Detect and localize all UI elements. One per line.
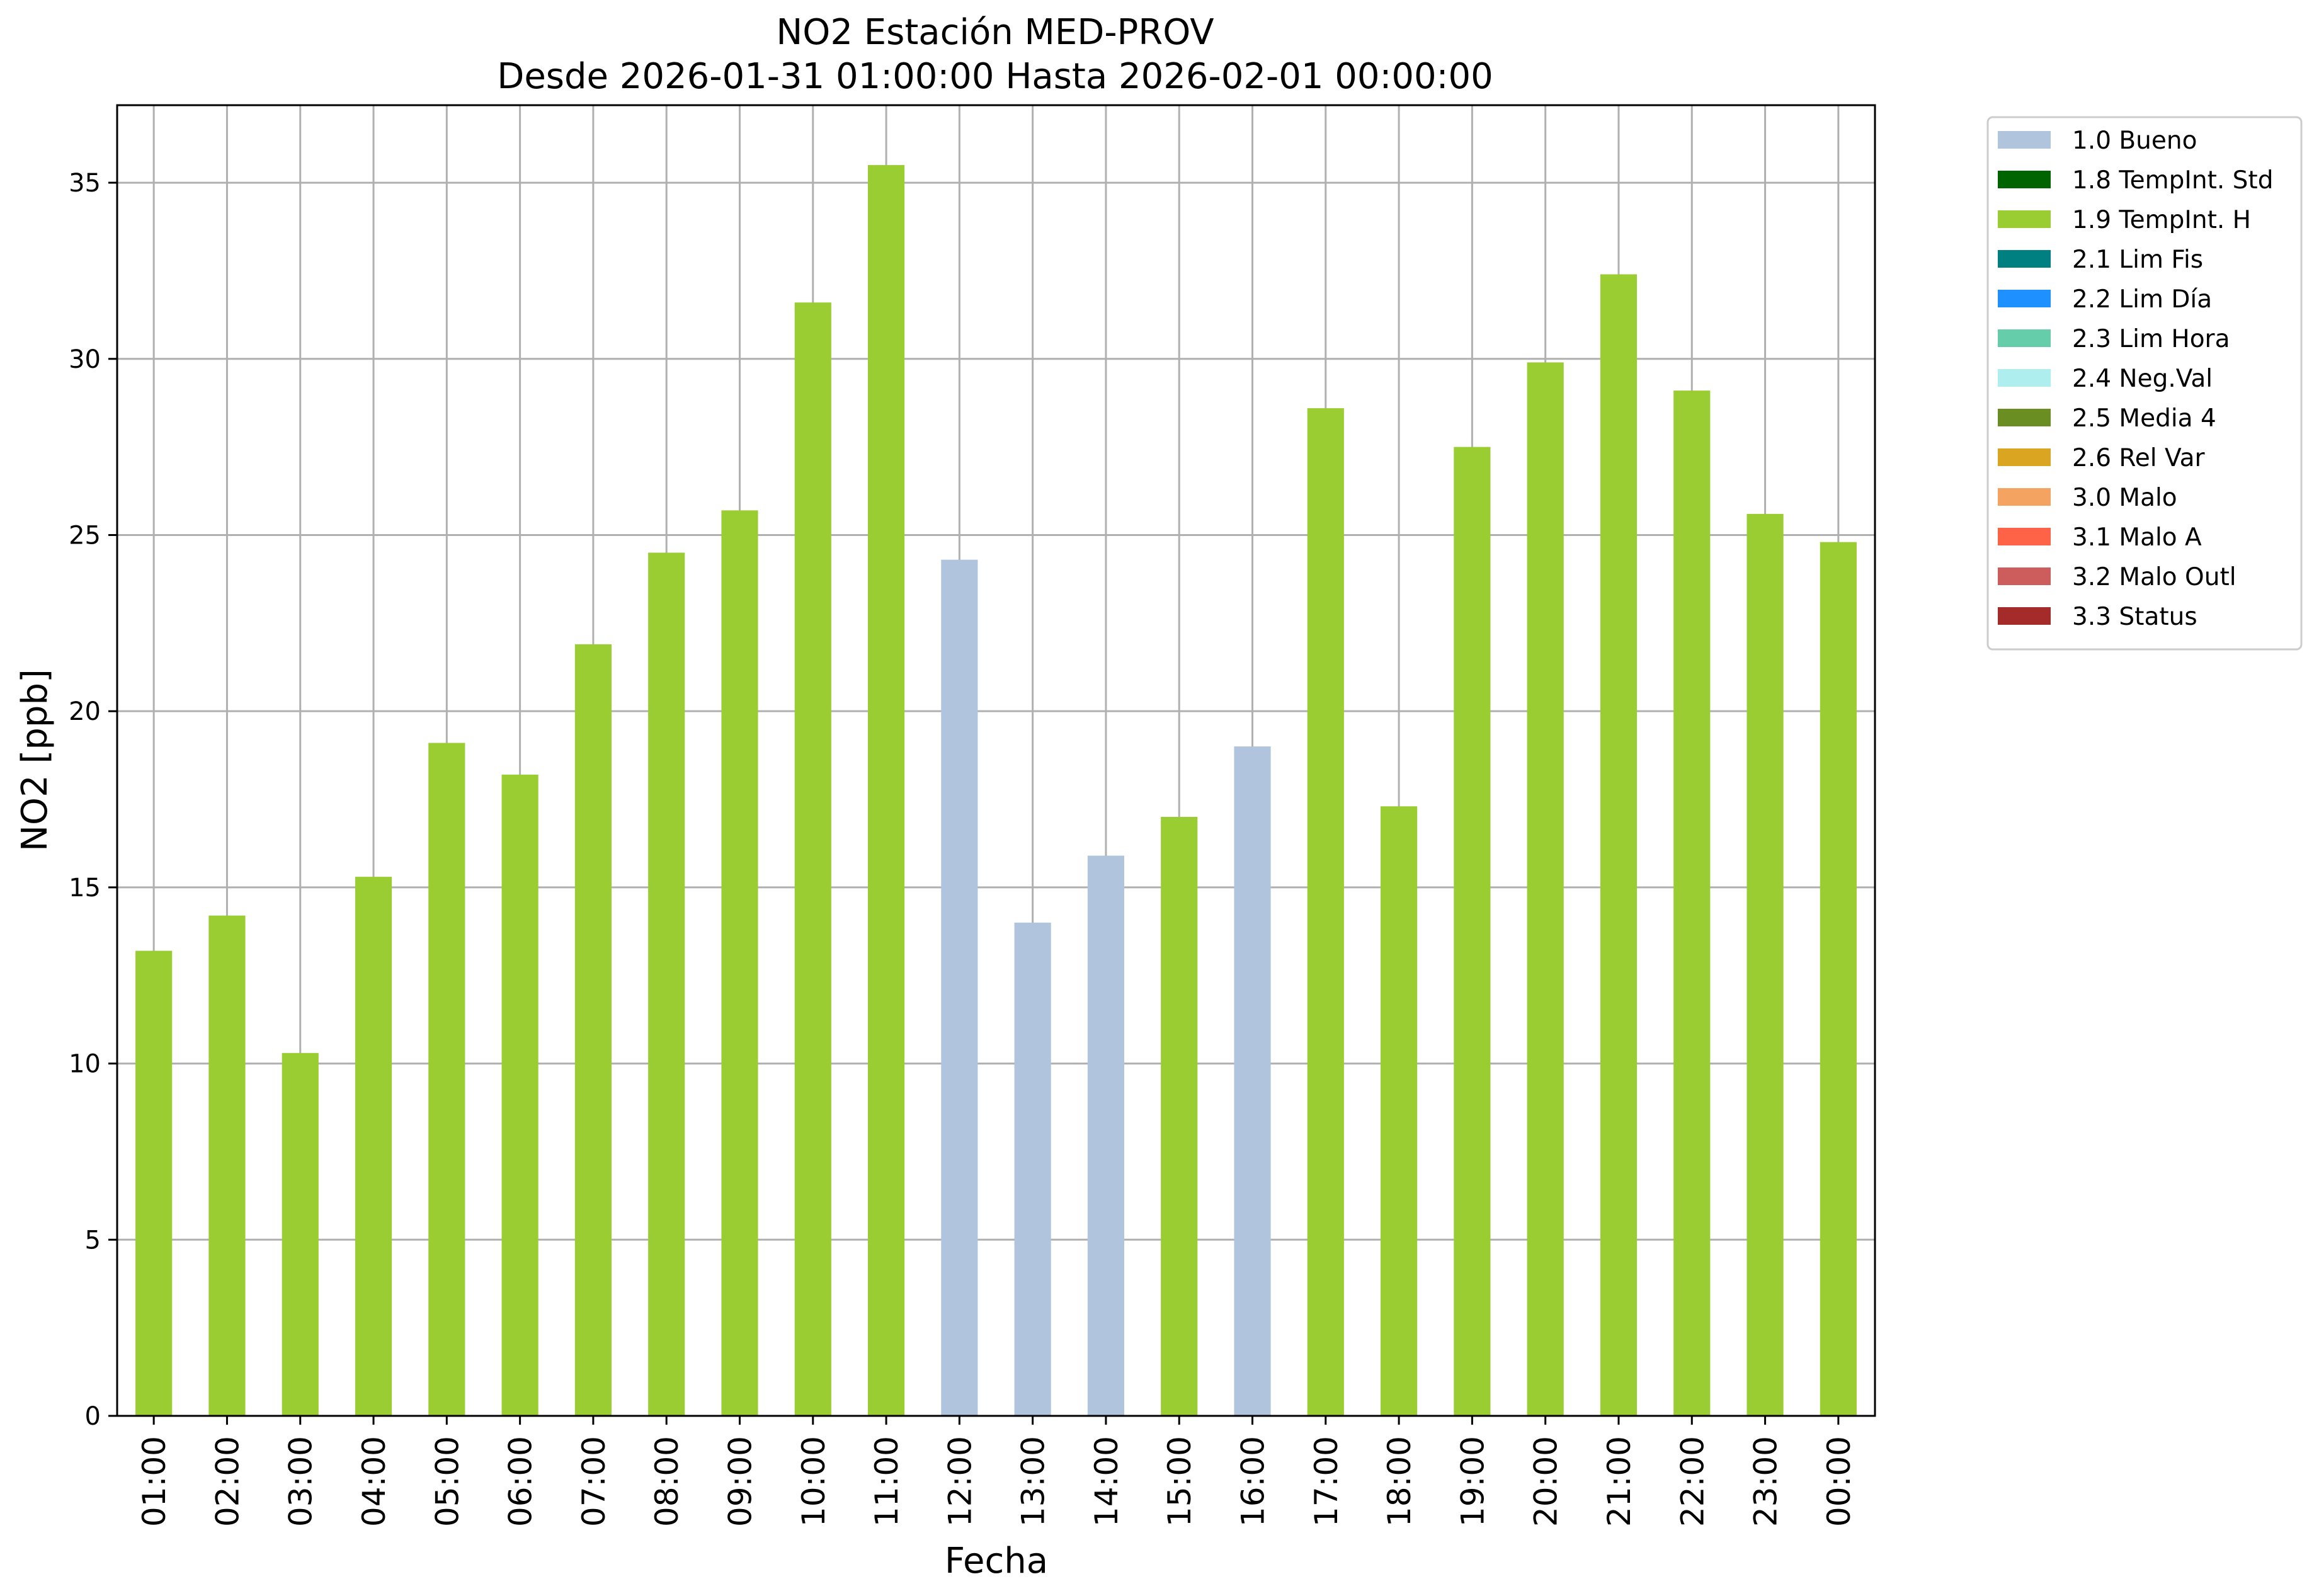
x-tick-label: 14:00 <box>1088 1436 1125 1527</box>
x-tick-label: 01:00 <box>136 1436 173 1527</box>
legend-swatch <box>1998 131 2051 149</box>
x-tick-label: 03:00 <box>283 1436 319 1527</box>
x-tick-label: 06:00 <box>503 1436 539 1527</box>
legend-label: 3.2 Malo Outl <box>2072 563 2236 591</box>
chart-subtitle: Desde 2026-01-31 01:00:00 Hasta 2026-02-… <box>497 56 1493 97</box>
legend-swatch <box>1998 607 2051 625</box>
legend-label: 1.9 TempInt. H <box>2072 206 2251 234</box>
chart-title: NO2 Estación MED-PROV <box>776 12 1214 53</box>
legend-label: 2.3 Lim Hora <box>2072 325 2230 353</box>
legend-swatch <box>1998 290 2051 307</box>
x-tick-label: 05:00 <box>429 1436 465 1527</box>
y-tick-label: 10 <box>69 1050 101 1079</box>
legend-swatch <box>1998 250 2051 268</box>
legend-label: 1.8 TempInt. Std <box>2072 166 2273 195</box>
legend-swatch <box>1998 329 2051 347</box>
legend-label: 2.1 Lim Fis <box>2072 246 2203 274</box>
x-tick-label: 15:00 <box>1161 1436 1198 1527</box>
legend: 1.0 Bueno 1.8 TempInt. Std 1.9 TempInt. H 2… <box>1986 116 2303 651</box>
x-tick-label: 21:00 <box>1601 1436 1638 1527</box>
legend-swatch <box>1998 409 2051 426</box>
legend-label: 1.0 Bueno <box>2072 127 2197 155</box>
bar-1800 <box>1381 806 1418 1416</box>
bar-1100 <box>867 165 905 1416</box>
x-tick-label: 00:00 <box>1821 1436 1857 1527</box>
legend-swatch <box>1998 210 2051 228</box>
bar-0300 <box>282 1052 319 1416</box>
plot-frame <box>116 104 1876 1417</box>
x-tick-label: 07:00 <box>576 1436 612 1527</box>
x-tick-label: 16:00 <box>1235 1436 1272 1527</box>
legend-label: 2.2 Lim Día <box>2072 285 2212 314</box>
bar-0000 <box>1820 542 1857 1416</box>
x-tick-label: 22:00 <box>1674 1436 1711 1527</box>
bar-2300 <box>1746 513 1784 1416</box>
bar-1700 <box>1307 408 1344 1416</box>
x-tick-label: 17:00 <box>1308 1436 1345 1527</box>
legend-label: 3.3 Status <box>2072 603 2197 631</box>
x-tick-label: 10:00 <box>795 1436 832 1527</box>
bar-0400 <box>355 877 392 1416</box>
bar-0800 <box>648 552 685 1416</box>
bar-1600 <box>1234 746 1271 1416</box>
bar-0200 <box>208 915 246 1416</box>
bar-0500 <box>428 743 465 1416</box>
x-tick-label: 11:00 <box>869 1436 905 1527</box>
legend-swatch <box>1998 528 2051 545</box>
y-tick-label: 0 <box>85 1402 101 1431</box>
bar-0700 <box>574 644 612 1416</box>
legend-swatch <box>1998 369 2051 387</box>
x-axis: 01:00 02:00 03:00 04:00 05:00 06:00 07:00 08:00… <box>136 1416 1857 1527</box>
bar-1300 <box>1014 922 1051 1416</box>
bar-0100 <box>135 950 173 1416</box>
legend-label: 2.4 Neg.Val <box>2072 365 2213 393</box>
x-tick-label: 19:00 <box>1454 1436 1491 1527</box>
bar-0600 <box>501 774 538 1416</box>
x-tick-label: 20:00 <box>1528 1436 1564 1527</box>
bar-1400 <box>1087 855 1125 1416</box>
legend-swatch <box>1998 448 2051 466</box>
x-axis-label: Fecha <box>945 1541 1048 1582</box>
y-tick-label: 5 <box>85 1226 101 1255</box>
bar-1200 <box>941 559 978 1416</box>
x-tick-label: 18:00 <box>1381 1436 1418 1527</box>
bar-0900 <box>721 510 758 1416</box>
bar-2200 <box>1673 390 1711 1416</box>
bars <box>135 165 1857 1416</box>
y-axis: 0 5 10 15 20 25 30 35 <box>69 169 117 1431</box>
bar-1000 <box>794 302 831 1416</box>
x-tick-label: 08:00 <box>649 1436 685 1527</box>
bar-2100 <box>1600 274 1638 1416</box>
x-tick-label: 02:00 <box>209 1436 246 1527</box>
y-tick-label: 25 <box>69 521 101 550</box>
legend-label: 3.1 Malo A <box>2072 523 2202 552</box>
bar-2000 <box>1527 362 1564 1416</box>
x-tick-label: 04:00 <box>356 1436 392 1527</box>
legend-swatch <box>1998 567 2051 585</box>
y-axis-label: NO2 [ppb] <box>14 669 55 852</box>
legend-label: 3.0 Malo <box>2072 484 2177 512</box>
x-tick-label: 09:00 <box>722 1436 758 1527</box>
y-tick-label: 35 <box>69 169 101 198</box>
x-tick-label: 23:00 <box>1748 1436 1784 1527</box>
legend-swatch <box>1998 171 2051 188</box>
bar-1900 <box>1454 447 1491 1416</box>
y-tick-label: 15 <box>69 874 101 903</box>
x-tick-label: 13:00 <box>1015 1436 1052 1527</box>
legend-label: 2.5 Media 4 <box>2072 404 2216 433</box>
y-tick-label: 20 <box>69 697 101 726</box>
bar-1500 <box>1161 817 1198 1416</box>
legend-swatch <box>1998 488 2051 506</box>
x-tick-label: 12:00 <box>942 1436 978 1527</box>
legend-box <box>1986 116 2303 651</box>
legend-label: 2.6 Rel Var <box>2072 444 2206 472</box>
y-tick-label: 30 <box>69 345 101 374</box>
